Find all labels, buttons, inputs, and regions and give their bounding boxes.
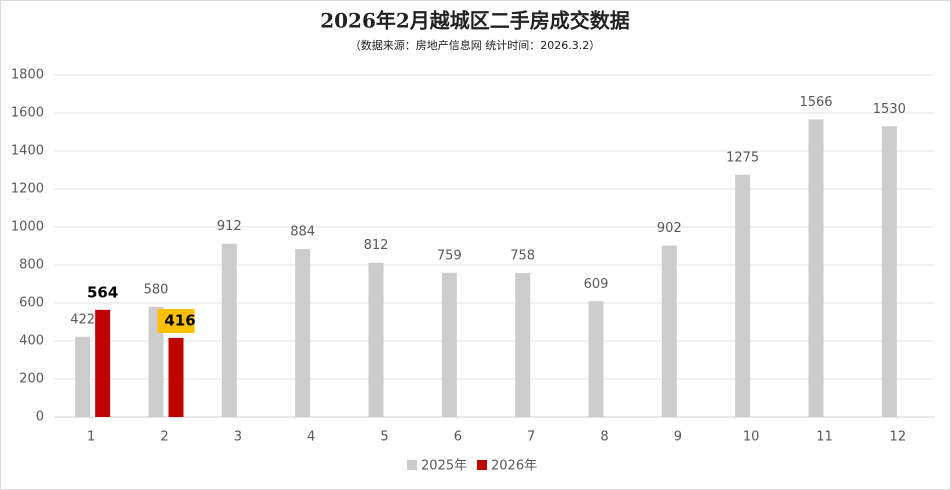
- x-tick-label: 1: [87, 430, 95, 445]
- data-label: 609: [584, 277, 609, 292]
- bar: [588, 301, 604, 417]
- bar: [441, 272, 457, 417]
- y-tick-label: 400: [19, 334, 44, 349]
- legend-label: 2025年: [421, 459, 467, 474]
- data-label: 1566: [799, 95, 832, 110]
- data-label: 902: [657, 221, 682, 236]
- x-tick-label: 11: [816, 430, 833, 445]
- legend-swatch: [477, 460, 487, 470]
- x-tick-label: 8: [600, 430, 608, 445]
- data-label: 1530: [873, 102, 906, 117]
- x-tick-label: 7: [527, 430, 535, 445]
- y-tick-label: 600: [19, 296, 44, 311]
- y-tick-label: 1600: [11, 106, 44, 121]
- bar: [735, 174, 751, 417]
- x-tick-label: 3: [234, 430, 242, 445]
- data-label: 912: [217, 219, 242, 234]
- x-tick-label: 2: [160, 430, 168, 445]
- x-tick-label: 10: [743, 430, 760, 445]
- data-label: 884: [290, 225, 315, 240]
- bar: [661, 245, 677, 417]
- data-label: 758: [510, 248, 535, 263]
- data-label: 580: [144, 282, 169, 297]
- legend-label: 2026年: [491, 459, 537, 474]
- data-label: 564: [87, 283, 118, 301]
- y-tick-label: 1800: [11, 68, 44, 83]
- chart-subtitle: （数据来源：房地产信息网 统计时间：2026.3.2）: [350, 38, 600, 52]
- bar: [881, 126, 897, 418]
- y-tick-label: 1000: [11, 220, 44, 235]
- bar: [148, 306, 164, 417]
- bar: [95, 309, 111, 417]
- x-tick-label: 9: [674, 430, 682, 445]
- bar: [75, 336, 91, 417]
- legend-swatch: [407, 460, 417, 470]
- x-tick-label: 5: [380, 430, 388, 445]
- bar: [168, 337, 184, 417]
- data-label: 812: [364, 238, 389, 253]
- y-tick-label: 1400: [11, 144, 44, 159]
- bar: [808, 119, 824, 418]
- bar: [368, 262, 384, 417]
- x-tick-label: 6: [454, 430, 462, 445]
- data-label: 416: [164, 311, 195, 329]
- x-tick-label: 12: [890, 430, 907, 445]
- label-highlight: [157, 308, 195, 333]
- y-tick-label: 0: [36, 410, 44, 425]
- bar: [295, 249, 311, 417]
- data-label: 759: [437, 248, 462, 263]
- y-tick-label: 200: [19, 372, 44, 387]
- data-label: 1275: [726, 150, 759, 165]
- bar: [515, 272, 531, 417]
- y-tick-label: 1200: [11, 182, 44, 197]
- y-tick-label: 800: [19, 258, 44, 273]
- chart-title: 2026年2月越城区二手房成交数据: [320, 9, 630, 33]
- data-label: 422: [70, 312, 95, 327]
- bar: [221, 243, 237, 417]
- x-tick-label: 4: [307, 430, 315, 445]
